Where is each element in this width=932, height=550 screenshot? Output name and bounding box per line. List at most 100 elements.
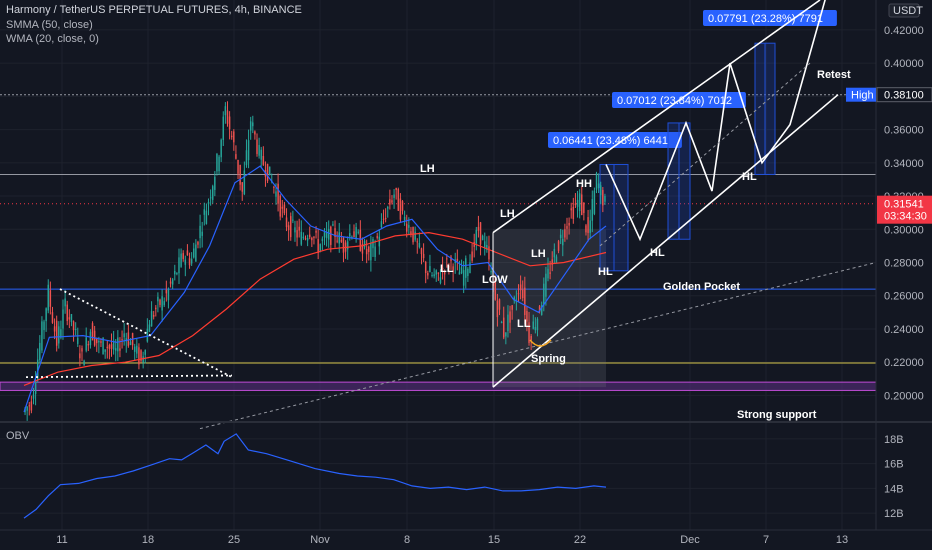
- candle-body: [325, 232, 328, 239]
- candle-body: [315, 230, 317, 233]
- candle-body: [368, 246, 370, 253]
- candle-body: [420, 248, 423, 255]
- candle-body: [285, 217, 288, 228]
- candle-body: [473, 242, 475, 247]
- candle-body: [70, 314, 73, 322]
- candle-body: [330, 226, 332, 245]
- candle-body: [578, 193, 581, 211]
- moving-averages: [23, 165, 607, 413]
- candle-body: [349, 233, 351, 237]
- candle-body: [496, 300, 499, 318]
- triangle-upper: [59, 288, 233, 378]
- candle-body: [201, 231, 203, 236]
- smma-legend[interactable]: SMMA (50, close): [6, 19, 93, 31]
- candle-body: [359, 229, 362, 251]
- candle-body: [540, 305, 543, 315]
- candle-body: [256, 139, 258, 154]
- measure-label-text: 0.07012 (23.84%) 7012: [617, 95, 732, 107]
- candle-body: [355, 227, 357, 239]
- candle-body: [604, 196, 606, 202]
- candle-body: [555, 256, 558, 263]
- candle-body: [372, 238, 374, 249]
- candle-body: [79, 353, 81, 359]
- candle-body: [292, 219, 294, 221]
- high-tag-box: [846, 87, 876, 102]
- candle-body: [214, 176, 216, 190]
- obv-tick-label: 14B: [884, 483, 904, 495]
- swing-label: LOW: [482, 274, 508, 286]
- candle-body: [446, 258, 448, 260]
- trend-drawings: [25, 0, 877, 430]
- candle-body: [302, 236, 305, 239]
- candle-body: [346, 241, 349, 250]
- candle-body: [110, 344, 113, 349]
- candle-body: [389, 199, 391, 205]
- candle-body: [545, 273, 547, 297]
- candle-body: [142, 356, 144, 363]
- candle-body: [43, 321, 45, 331]
- swing-label: HH: [576, 178, 592, 190]
- candle-body: [532, 321, 534, 329]
- y-tick-label: 0.20000: [884, 390, 924, 402]
- candle-body: [89, 331, 92, 346]
- horizontal-levels: [0, 94, 877, 391]
- channel-upper-line: [492, 0, 821, 234]
- candle-body: [427, 273, 429, 276]
- candle-body: [138, 347, 140, 365]
- candle-body: [51, 312, 54, 323]
- candle-body: [108, 345, 111, 349]
- wma-legend[interactable]: WMA (20, close, 0): [6, 33, 99, 45]
- candle-body: [471, 251, 473, 261]
- spring-arc: [529, 339, 552, 347]
- candle-body: [566, 226, 568, 229]
- candle-body: [203, 209, 206, 215]
- candle-body: [237, 159, 239, 174]
- candle-body: [408, 225, 410, 228]
- candle-body: [509, 311, 511, 323]
- x-tick-label: 11: [56, 534, 67, 546]
- candle-body: [353, 231, 355, 238]
- candle-body: [308, 234, 311, 238]
- swing-label: LH: [531, 248, 546, 260]
- candle-body: [418, 242, 421, 248]
- candle-body: [119, 348, 121, 351]
- candle-body: [534, 327, 537, 331]
- candle-body: [517, 293, 520, 295]
- candle-body: [112, 341, 115, 350]
- candle-body: [91, 323, 94, 341]
- x-tick-label: 22: [574, 534, 586, 546]
- candle-body: [597, 183, 600, 189]
- candle-body: [104, 349, 106, 352]
- candle-body: [484, 241, 486, 248]
- candle-body: [502, 317, 505, 338]
- candle-body: [538, 306, 541, 312]
- candle-body: [228, 116, 231, 130]
- candle-body: [519, 284, 522, 291]
- candle-body: [382, 218, 385, 220]
- candle-body: [595, 173, 598, 190]
- candle-body: [549, 272, 551, 274]
- candle-body: [252, 122, 254, 127]
- candle-body: [298, 226, 300, 231]
- candle-body: [266, 163, 269, 181]
- obv-legend[interactable]: OBV: [6, 430, 30, 442]
- candle-body: [39, 342, 41, 361]
- candle-body: [443, 270, 446, 275]
- candle-body: [500, 322, 503, 324]
- candle-body: [152, 314, 155, 317]
- candle-body: [133, 346, 136, 352]
- candle-body: [521, 289, 524, 299]
- candle-body: [72, 321, 75, 331]
- candle-body: [277, 183, 279, 204]
- candle-body: [41, 321, 43, 351]
- candle-body: [429, 266, 431, 273]
- candle-body: [334, 228, 336, 238]
- candle-body: [233, 131, 235, 143]
- candle-body: [148, 324, 151, 332]
- candle-body: [262, 156, 265, 165]
- projection-label: HL: [742, 171, 757, 183]
- candle-body: [401, 201, 404, 211]
- candle-body: [100, 341, 102, 343]
- candle-body: [294, 227, 296, 233]
